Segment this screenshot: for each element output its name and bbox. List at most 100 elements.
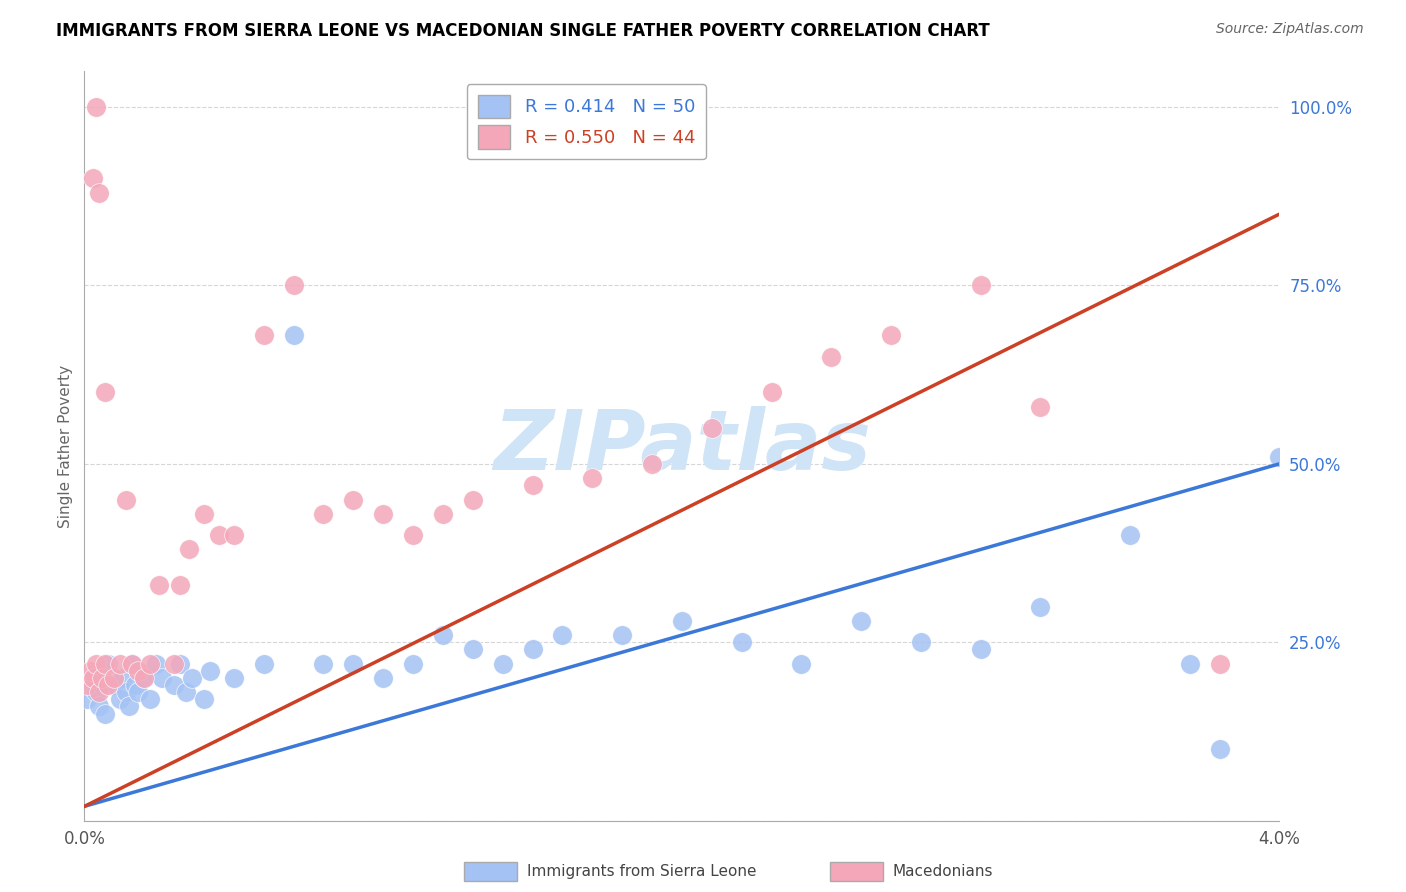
Point [312,657,335,671]
Point [1209,657,1232,671]
Point [461,642,484,657]
Point [91,671,114,685]
Point [139,692,162,706]
Point [522,478,544,492]
Point [82,671,104,685]
Point [103,678,125,692]
Point [121,657,143,671]
Point [612,628,634,642]
Point [402,657,425,671]
Point [641,457,664,471]
Text: IMMIGRANTS FROM SIERRA LEONE VS MACEDONIAN SINGLE FATHER POVERTY CORRELATION CHA: IMMIGRANTS FROM SIERRA LEONE VS MACEDONI… [56,22,990,40]
Point [89,685,111,699]
Point [1209,742,1232,756]
Point [82,678,104,692]
Point [169,578,191,592]
Point [222,528,245,542]
Point [253,657,276,671]
Point [127,685,149,699]
Point [110,657,132,671]
Point [118,699,141,714]
Point [1029,400,1052,414]
Point [110,692,132,706]
Point [402,528,425,542]
Point [94,385,117,400]
Point [312,507,335,521]
Point [94,657,117,671]
Point [193,692,215,706]
Point [145,657,167,671]
Point [461,492,484,507]
Point [103,671,125,685]
Point [79,671,101,685]
Point [970,278,993,293]
Point [76,678,98,692]
Point [193,507,215,521]
Point [551,628,574,642]
Point [970,642,993,657]
Point [731,635,754,649]
Point [1178,657,1201,671]
Point [880,328,903,343]
Point [89,699,111,714]
Point [177,542,200,557]
Point [910,635,932,649]
Point [208,528,231,542]
Point [174,685,197,699]
Point [79,664,101,678]
Point [283,278,305,293]
Text: Macedonians: Macedonians [893,864,993,879]
Point [121,657,143,671]
Point [181,671,204,685]
Point [150,671,173,685]
Point [581,471,603,485]
Point [700,421,723,435]
Point [1029,599,1052,614]
Y-axis label: Single Father Poverty: Single Father Poverty [58,365,73,527]
Point [373,671,395,685]
Point [342,492,364,507]
Point [139,657,162,671]
Point [253,328,276,343]
Text: ZIPatlas: ZIPatlas [494,406,870,486]
Point [820,350,842,364]
Point [97,678,120,692]
Point [169,657,191,671]
Point [222,671,245,685]
Point [94,706,117,721]
Point [86,657,108,671]
Point [86,685,108,699]
Point [790,657,813,671]
Point [86,100,108,114]
Text: Immigrants from Sierra Leone: Immigrants from Sierra Leone [527,864,756,879]
Point [124,678,146,692]
Point [198,664,221,678]
Point [97,657,120,671]
Point [1268,450,1291,464]
Point [342,657,364,671]
Point [163,657,186,671]
Point [148,578,170,592]
Point [851,614,873,628]
Text: Source: ZipAtlas.com: Source: ZipAtlas.com [1216,22,1364,37]
Point [76,692,98,706]
Point [163,678,186,692]
Point [115,492,138,507]
Point [115,685,138,699]
Point [132,671,156,685]
Point [112,671,135,685]
Point [89,186,111,200]
Point [492,657,515,671]
Point [82,171,104,186]
Point [432,507,454,521]
Point [1119,528,1142,542]
Point [522,642,544,657]
Point [283,328,305,343]
Legend: R = 0.414   N = 50, R = 0.550   N = 44: R = 0.414 N = 50, R = 0.550 N = 44 [467,84,706,160]
Point [91,664,114,678]
Point [127,664,149,678]
Point [373,507,395,521]
Point [761,385,783,400]
Point [671,614,693,628]
Point [132,671,156,685]
